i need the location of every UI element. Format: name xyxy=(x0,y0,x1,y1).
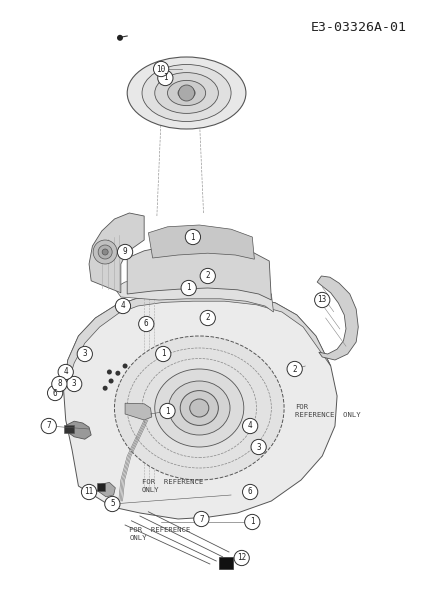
Text: 7: 7 xyxy=(199,514,204,523)
Text: 3: 3 xyxy=(83,349,87,358)
Text: 1: 1 xyxy=(187,283,191,292)
Text: 1: 1 xyxy=(191,232,195,241)
Circle shape xyxy=(93,240,117,264)
Text: 4: 4 xyxy=(64,367,68,377)
Circle shape xyxy=(41,418,56,434)
Text: 1: 1 xyxy=(250,517,254,527)
Circle shape xyxy=(98,245,112,259)
Circle shape xyxy=(117,244,133,260)
Circle shape xyxy=(200,310,215,326)
Bar xyxy=(97,483,105,491)
Ellipse shape xyxy=(127,57,246,129)
Text: 7: 7 xyxy=(47,421,51,430)
Ellipse shape xyxy=(142,64,231,121)
Text: 13: 13 xyxy=(318,295,327,304)
Text: 3: 3 xyxy=(72,379,76,389)
Text: 4: 4 xyxy=(248,421,252,430)
Text: FOR  REFERENCE
ONLY: FOR REFERENCE ONLY xyxy=(142,479,203,493)
Circle shape xyxy=(181,280,196,296)
Circle shape xyxy=(243,418,258,434)
Circle shape xyxy=(105,496,120,512)
Text: 4: 4 xyxy=(121,301,125,311)
Circle shape xyxy=(117,35,123,41)
Circle shape xyxy=(200,268,215,284)
Circle shape xyxy=(115,298,131,314)
Text: FOR  REFERENCE
ONLY: FOR REFERENCE ONLY xyxy=(129,527,190,541)
Circle shape xyxy=(194,511,209,527)
Text: 1: 1 xyxy=(161,349,165,358)
Ellipse shape xyxy=(155,369,244,447)
Circle shape xyxy=(67,376,82,392)
Ellipse shape xyxy=(114,336,284,480)
Text: 1: 1 xyxy=(163,73,167,82)
Text: 9: 9 xyxy=(123,247,127,256)
Circle shape xyxy=(115,371,120,376)
Ellipse shape xyxy=(190,399,209,417)
Text: 2: 2 xyxy=(293,364,297,373)
Polygon shape xyxy=(127,245,271,300)
Polygon shape xyxy=(98,482,115,497)
Circle shape xyxy=(153,61,169,77)
Text: 11: 11 xyxy=(84,487,94,496)
Circle shape xyxy=(58,364,73,380)
Text: FOR
REFERENCE  ONLY: FOR REFERENCE ONLY xyxy=(295,404,360,418)
Text: 3: 3 xyxy=(257,443,261,451)
Text: 5: 5 xyxy=(110,499,114,508)
Ellipse shape xyxy=(178,87,195,99)
Polygon shape xyxy=(64,294,337,519)
Text: 1: 1 xyxy=(165,407,170,415)
Circle shape xyxy=(160,403,175,419)
Circle shape xyxy=(179,85,195,101)
Circle shape xyxy=(185,229,201,245)
Ellipse shape xyxy=(180,391,218,425)
Circle shape xyxy=(102,249,108,255)
Circle shape xyxy=(234,550,249,566)
Ellipse shape xyxy=(168,381,230,435)
Circle shape xyxy=(243,484,258,500)
Bar xyxy=(64,425,75,433)
Polygon shape xyxy=(66,421,91,439)
Circle shape xyxy=(52,376,67,392)
Circle shape xyxy=(77,346,92,362)
Circle shape xyxy=(109,379,114,383)
Ellipse shape xyxy=(155,73,218,113)
Ellipse shape xyxy=(167,80,206,106)
Circle shape xyxy=(81,484,97,500)
Text: 2: 2 xyxy=(206,313,210,323)
Circle shape xyxy=(103,386,108,391)
Polygon shape xyxy=(64,294,331,390)
Circle shape xyxy=(123,364,128,368)
Text: 6: 6 xyxy=(53,389,57,398)
Text: 8: 8 xyxy=(57,379,61,389)
Text: 12: 12 xyxy=(237,554,246,563)
Circle shape xyxy=(47,385,63,401)
Circle shape xyxy=(245,514,260,530)
Circle shape xyxy=(158,70,173,86)
Circle shape xyxy=(287,361,302,377)
Polygon shape xyxy=(89,213,144,293)
Polygon shape xyxy=(125,403,152,420)
Circle shape xyxy=(251,439,266,455)
Text: 2: 2 xyxy=(206,271,210,280)
Polygon shape xyxy=(114,276,273,312)
Text: 6: 6 xyxy=(144,319,148,329)
Polygon shape xyxy=(148,225,254,259)
Bar xyxy=(219,557,233,569)
Text: E3-03326A-01: E3-03326A-01 xyxy=(311,21,407,34)
Circle shape xyxy=(156,346,171,362)
Circle shape xyxy=(107,370,112,374)
Circle shape xyxy=(315,292,330,308)
Text: 10: 10 xyxy=(156,64,166,73)
Text: 6: 6 xyxy=(248,487,252,496)
Circle shape xyxy=(139,316,154,332)
Polygon shape xyxy=(317,276,358,360)
